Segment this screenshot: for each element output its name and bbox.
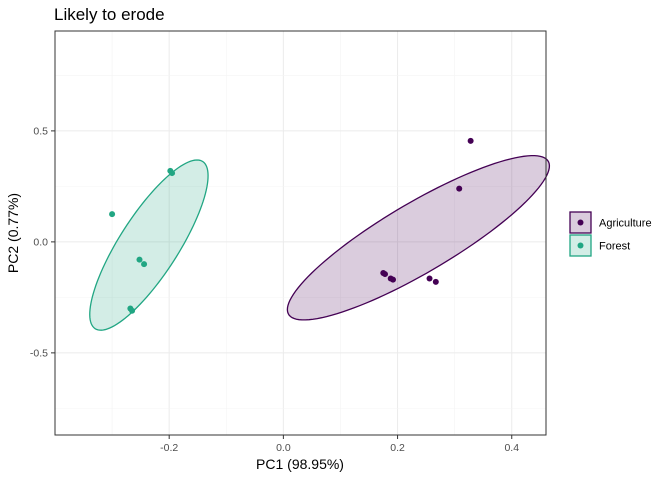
y-tick-label: -0.5 bbox=[30, 347, 48, 359]
point-agriculture bbox=[456, 185, 463, 192]
point-agriculture bbox=[426, 275, 433, 282]
confidence-ellipses bbox=[89, 154, 551, 331]
axis-ticks: -0.2 0.0 0.2 0.4 -0.5 0.0 0.5 bbox=[30, 125, 519, 454]
y-tick-label: 0.0 bbox=[33, 236, 48, 248]
chart-title: Likely to erode bbox=[54, 5, 165, 24]
point-agriculture bbox=[381, 271, 388, 278]
point-forest bbox=[136, 256, 143, 263]
plot-panel-border bbox=[54, 30, 547, 436]
grid bbox=[55, 31, 546, 435]
point-forest bbox=[129, 307, 136, 314]
ellipse-forest bbox=[89, 159, 209, 331]
point-forest bbox=[169, 170, 176, 177]
ellipse-agriculture bbox=[286, 154, 551, 321]
x-axis-title: PC1 (98.95%) bbox=[256, 456, 344, 472]
data-points bbox=[109, 137, 474, 314]
legend-key-point-agriculture bbox=[577, 219, 584, 226]
legend: Agriculture Forest bbox=[569, 211, 652, 257]
y-axis-title: PC2 (0.77%) bbox=[5, 193, 21, 273]
x-tick-label: 0.0 bbox=[276, 442, 291, 454]
point-agriculture bbox=[432, 278, 439, 285]
point-agriculture bbox=[389, 276, 396, 283]
legend-label-agriculture: Agriculture bbox=[599, 218, 652, 230]
x-tick-label: 0.4 bbox=[504, 442, 519, 454]
legend-key-point-forest bbox=[577, 242, 584, 249]
point-forest bbox=[109, 211, 116, 218]
x-tick-label: -0.2 bbox=[160, 442, 178, 454]
point-forest bbox=[141, 261, 148, 268]
y-tick-label: 0.5 bbox=[33, 125, 48, 137]
x-tick-label: 0.2 bbox=[390, 442, 405, 454]
point-agriculture bbox=[467, 137, 474, 144]
legend-label-forest: Forest bbox=[599, 241, 630, 253]
